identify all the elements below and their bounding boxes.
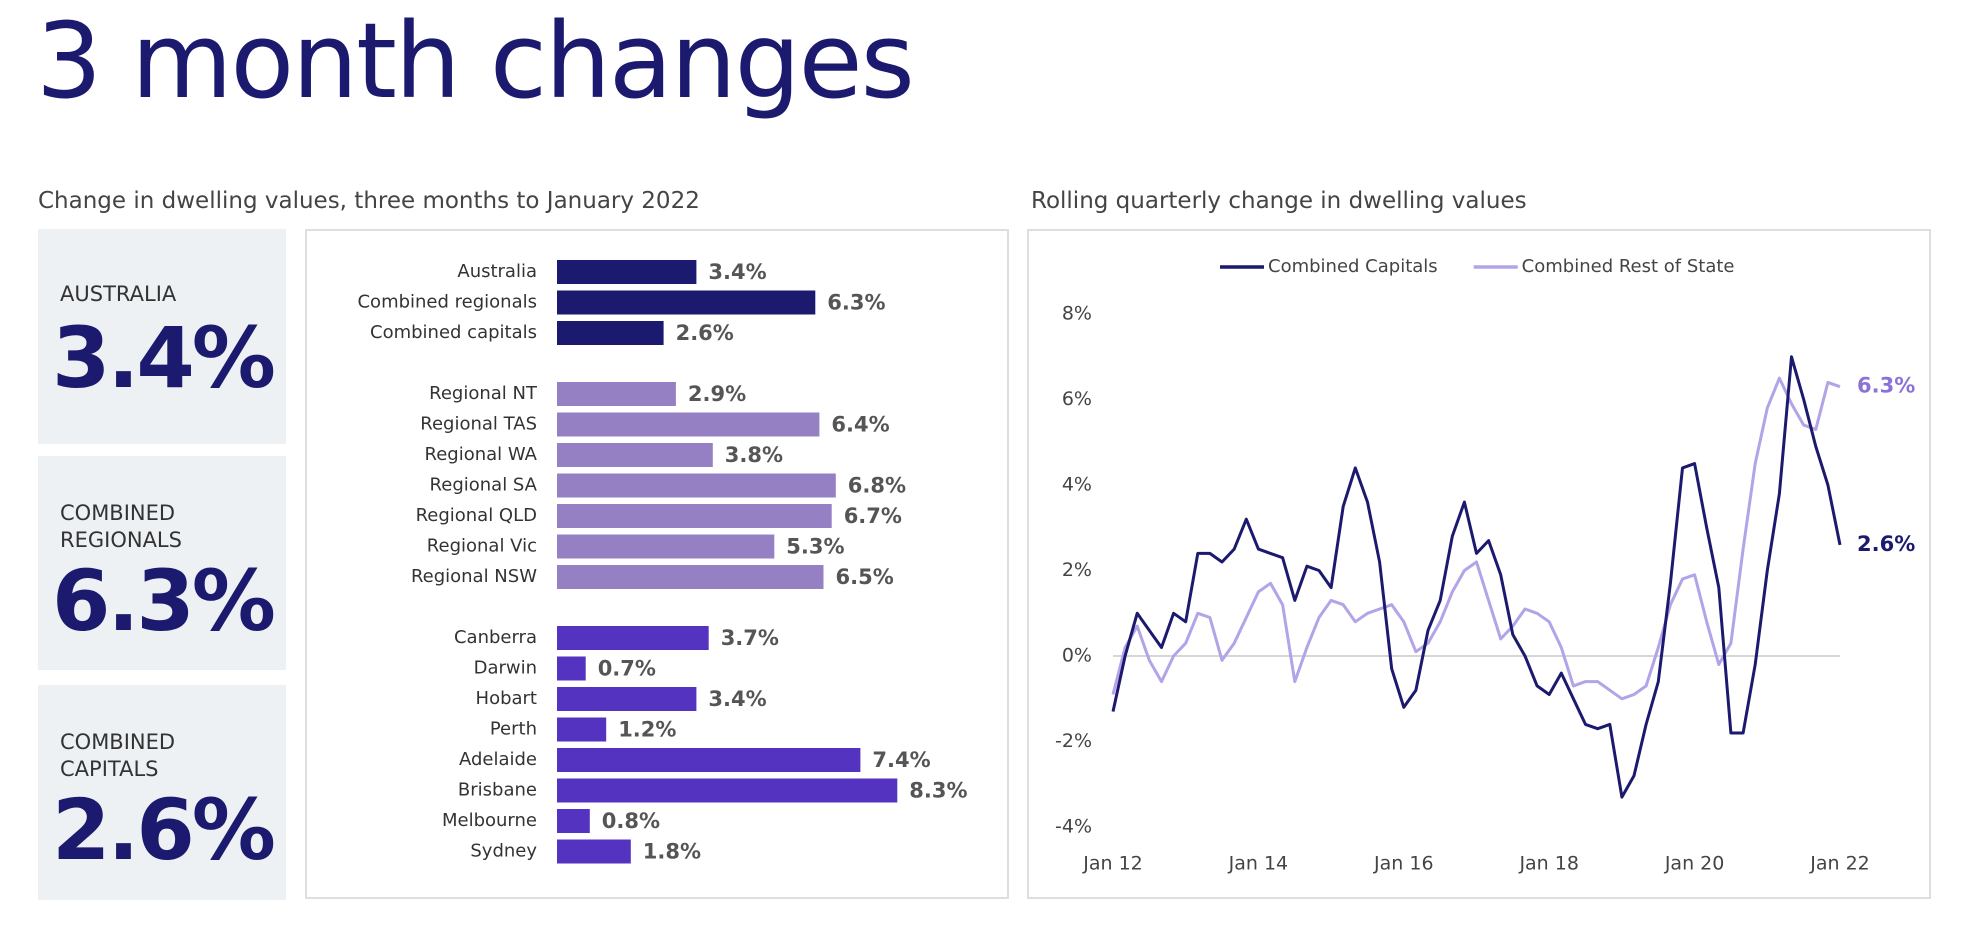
kpi-card: COMBINED REGIONALS 6.3% <box>38 456 286 670</box>
page-title: 3 month changes <box>36 0 915 122</box>
bar <box>557 412 820 437</box>
category-label: Regional NT <box>429 383 538 404</box>
category-label: Sydney <box>470 841 537 862</box>
bar <box>557 717 607 742</box>
bar-panel <box>305 229 1009 899</box>
value-label: 6.5% <box>836 565 894 589</box>
kpi-label: COMBINED REGIONALS <box>60 501 182 552</box>
x-tick-label: Jan 18 <box>1518 853 1579 875</box>
y-tick-label: 2% <box>1062 559 1092 581</box>
value-label: 0.8% <box>602 809 660 833</box>
legend-label: Combined Capitals <box>1268 256 1438 277</box>
bar <box>557 443 713 467</box>
bar <box>557 504 832 528</box>
kpi-value: 6.3% <box>52 552 276 650</box>
y-tick-label: 4% <box>1062 474 1092 496</box>
value-label: 1.2% <box>618 718 676 742</box>
kpi-value: 2.6% <box>52 781 276 879</box>
category-label: Perth <box>490 719 537 740</box>
bar <box>557 260 697 284</box>
bar <box>557 626 709 650</box>
kpi-label: AUSTRALIA <box>60 282 177 306</box>
value-label: 3.4% <box>708 260 766 284</box>
value-label: 6.8% <box>848 474 906 498</box>
bar <box>557 809 590 833</box>
bar <box>557 687 697 711</box>
line-chart-title: Rolling quarterly change in dwelling val… <box>1031 188 1527 214</box>
category-label: Regional NSW <box>411 566 537 587</box>
category-label: Regional WA <box>425 444 538 465</box>
bar <box>557 748 861 772</box>
value-label: 3.4% <box>708 687 766 711</box>
bar <box>557 778 898 803</box>
category-label: Regional Vic <box>427 536 537 557</box>
value-label: 0.7% <box>598 657 656 681</box>
series-line <box>1111 376 1841 701</box>
category-label: Melbourne <box>442 810 537 831</box>
bar <box>557 290 816 315</box>
bar <box>557 565 824 589</box>
bar <box>557 473 836 498</box>
category-label: Regional QLD <box>416 505 537 526</box>
line-panel <box>1027 229 1931 899</box>
bar-chart-title: Change in dwelling values, three months … <box>38 188 700 214</box>
category-label: Regional TAS <box>420 414 537 435</box>
y-tick-label: 0% <box>1062 645 1092 667</box>
kpi-value: 3.4% <box>52 309 276 407</box>
y-tick-label: -4% <box>1055 816 1092 838</box>
kpi-card: COMBINED CAPITALS 2.6% <box>38 685 286 900</box>
legend-label: Combined Rest of State <box>1522 256 1735 277</box>
bar <box>557 382 676 406</box>
category-label: Australia <box>457 261 537 282</box>
bar <box>557 321 664 345</box>
x-tick-label: Jan 20 <box>1664 853 1725 875</box>
value-label: 6.4% <box>831 413 889 437</box>
category-label: Darwin <box>474 658 537 679</box>
x-tick-label: Jan 22 <box>1809 853 1870 875</box>
value-label: 8.3% <box>909 779 967 803</box>
y-tick-label: 8% <box>1062 303 1092 325</box>
value-label: 1.8% <box>643 840 701 864</box>
bar <box>557 839 631 864</box>
end-label: 6.3% <box>1857 374 1915 398</box>
y-tick-label: 6% <box>1062 388 1092 410</box>
x-tick-label: Jan 12 <box>1082 853 1143 875</box>
value-label: 2.9% <box>688 382 746 406</box>
category-label: Hobart <box>476 688 537 709</box>
x-tick-label: Jan 14 <box>1228 853 1289 875</box>
value-label: 5.3% <box>786 535 844 559</box>
kpi-card: AUSTRALIA 3.4% <box>38 229 286 444</box>
end-label: 2.6% <box>1857 532 1915 556</box>
category-label: Adelaide <box>459 749 537 770</box>
series-line <box>1111 355 1842 799</box>
bar <box>557 656 586 681</box>
value-label: 7.4% <box>872 748 930 772</box>
value-label: 3.8% <box>725 443 783 467</box>
kpi-label: COMBINED CAPITALS <box>60 730 176 781</box>
category-label: Canberra <box>454 627 537 648</box>
value-label: 3.7% <box>721 626 779 650</box>
value-label: 6.7% <box>844 504 902 528</box>
category-label: Combined regionals <box>357 292 537 313</box>
category-label: Regional SA <box>430 475 538 496</box>
value-label: 2.6% <box>676 321 734 345</box>
x-tick-label: Jan 16 <box>1373 853 1434 875</box>
bar <box>557 534 775 559</box>
category-label: Combined capitals <box>370 322 537 343</box>
value-label: 6.3% <box>827 291 885 315</box>
y-tick-label: -2% <box>1055 730 1092 752</box>
category-label: Brisbane <box>458 780 537 801</box>
